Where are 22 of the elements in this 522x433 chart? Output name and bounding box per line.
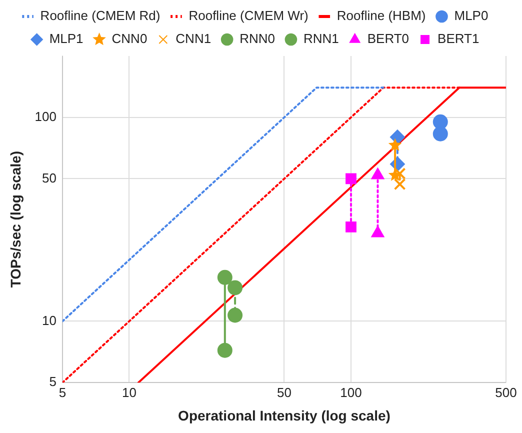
legend-label: CNN0 — [112, 31, 148, 46]
legend-label: RNN1 — [303, 31, 339, 46]
y-tick-label: 5 — [49, 374, 56, 390]
legend-label: Roofline (CMEM Wr) — [188, 8, 308, 24]
x-tick-label: 50 — [277, 384, 292, 400]
x-tick-label: 10 — [122, 384, 136, 400]
y-tick-label: 100 — [34, 108, 56, 124]
y-axis-title: TOPs/sec (log scale) — [7, 150, 24, 288]
legend-label: BERT0 — [367, 31, 410, 46]
legend-label: RNN0 — [240, 31, 275, 46]
legend-label: Roofline (HBM) — [336, 8, 426, 24]
legend-label: Roofline (CMEM Rd) — [40, 8, 160, 24]
y-tick-label: 50 — [42, 170, 56, 186]
x-tick-label: 500 — [495, 384, 517, 400]
x-tick-label: 5 — [58, 384, 66, 400]
y-tick-label: 10 — [42, 312, 56, 328]
legend-label: CNN1 — [176, 31, 212, 46]
legend-label: MLP0 — [454, 8, 488, 24]
legend-label: BERT1 — [438, 31, 480, 46]
legend-label: MLP1 — [49, 31, 84, 46]
x-tick-label: 100 — [340, 384, 362, 400]
x-axis-title: Operational Intensity (log scale) — [178, 407, 390, 424]
